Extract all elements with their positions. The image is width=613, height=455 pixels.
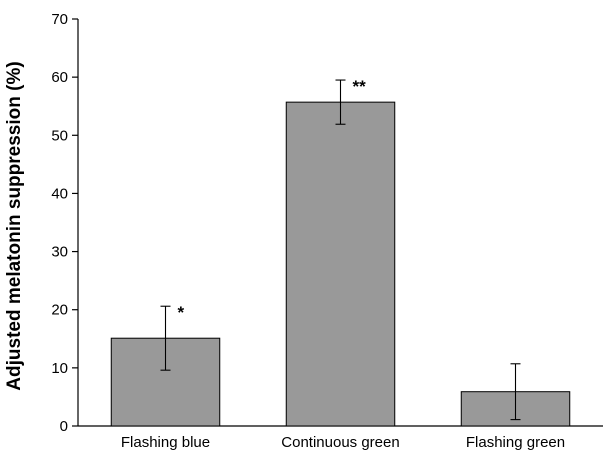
x-tick-label: Continuous green: [281, 434, 399, 451]
y-tick-label: 40: [51, 185, 68, 202]
y-axis-title: Adjusted melatonin suppression (%): [4, 61, 25, 390]
x-tick-label: Flashing green: [466, 434, 565, 451]
y-tick-label: 30: [51, 244, 68, 261]
significance-annotations: ***: [178, 77, 367, 322]
significance-label: *: [178, 303, 185, 322]
y-tick-label: 50: [51, 127, 68, 144]
axes: 0 10 20 30 40 50 60 70 Flashing blue Continuous g…: [51, 11, 603, 451]
error-bars: [160, 79, 521, 421]
significance-label: **: [353, 77, 367, 96]
y-tick-label: 60: [51, 69, 68, 86]
y-tick-label: 0: [60, 418, 68, 435]
bar: [285, 101, 396, 427]
y-tick-label: 10: [51, 360, 68, 377]
y-tick-label: 20: [51, 302, 68, 319]
bars: [110, 101, 571, 427]
y-tick-label: 70: [51, 11, 68, 28]
x-tick-label: Flashing blue: [121, 434, 210, 451]
